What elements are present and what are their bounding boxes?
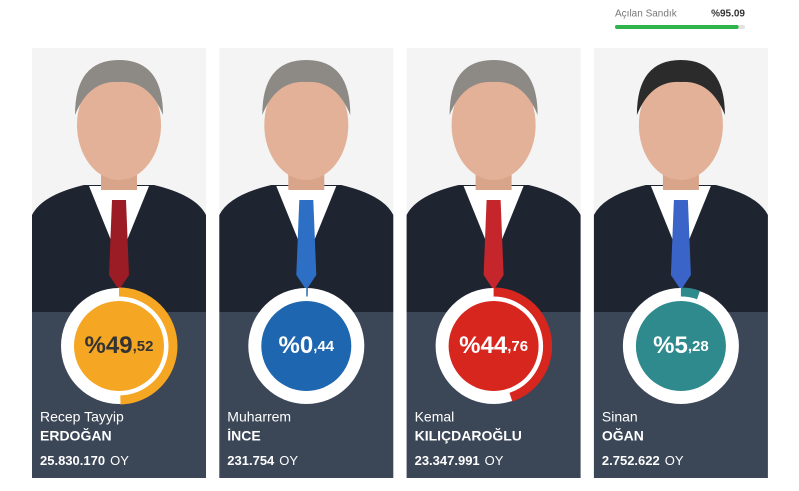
hair <box>262 60 351 115</box>
vote-count: 25.830.170 <box>40 453 105 468</box>
vote-unit: OY <box>110 453 129 468</box>
last-name: KILIÇDAROĞLU <box>415 427 522 444</box>
candidate-card: %44,76 Kemal KILIÇDAROĞLU 23.347.991 OY <box>406 48 581 478</box>
votes: 25.830.170 OY <box>40 453 129 468</box>
percent-main: %0 <box>279 332 314 359</box>
candidate-card: %0,44 Muharrem İNCE 231.754 OY <box>219 48 394 478</box>
votes: 2.752.622 OY <box>602 453 684 468</box>
hair <box>449 60 538 115</box>
ring-arc <box>435 287 553 405</box>
ring-inner <box>261 301 352 391</box>
last-name: İNCE <box>227 428 260 444</box>
hair <box>636 60 725 115</box>
first-name: Recep Tayyip <box>40 409 124 425</box>
tie <box>109 200 129 290</box>
percent-label: %5,28 <box>653 332 709 359</box>
candidate-card: %5,28 Sinan OĞAN 2.752.622 OY <box>593 48 768 478</box>
vote-unit: OY <box>665 453 684 468</box>
ring-inner <box>74 301 164 391</box>
vote-unit: OY <box>279 453 298 468</box>
votes: 23.347.991 OY <box>415 453 504 468</box>
percent-label: %0,44 <box>279 332 335 359</box>
votes: 231.754 OY <box>227 453 298 468</box>
face <box>451 70 536 180</box>
percent-label: %49,52 <box>85 332 154 359</box>
tie <box>670 200 691 290</box>
hair <box>75 60 163 115</box>
ring-arc <box>622 287 740 405</box>
face <box>77 70 161 180</box>
percent-decimal: ,28 <box>688 338 709 355</box>
last-name: OĞAN <box>602 427 644 444</box>
first-name: Muharrem <box>227 409 291 425</box>
progress-fill <box>615 25 739 29</box>
percent-main: %44 <box>459 332 508 359</box>
ring-arc <box>60 287 178 405</box>
face <box>264 70 349 180</box>
tie <box>296 200 317 290</box>
vote-count: 23.347.991 <box>415 453 480 468</box>
first-name: Sinan <box>602 409 638 425</box>
percent-label: %44,76 <box>459 332 528 359</box>
vote-unit: OY <box>485 453 504 468</box>
opened-boxes-label: Açılan Sandık <box>615 9 678 20</box>
face <box>638 70 723 180</box>
ring-arc <box>247 287 365 405</box>
ring-inner <box>635 301 726 391</box>
opened-boxes-value: %95.09 <box>711 9 745 20</box>
last-name: ERDOĞAN <box>40 427 112 444</box>
percent-main: %5 <box>653 332 688 359</box>
percent-decimal: ,76 <box>507 338 528 355</box>
candidate-card: %49,52 Recep Tayyip ERDOĞAN 25.830.170 OY <box>32 48 206 478</box>
percent-decimal: ,52 <box>133 338 154 355</box>
percent-main: %49 <box>85 332 133 359</box>
percent-decimal: ,44 <box>313 338 335 355</box>
first-name: Kemal <box>415 409 455 425</box>
vote-count: 231.754 <box>227 453 275 468</box>
ring-inner <box>448 301 539 391</box>
tie <box>483 200 504 290</box>
vote-count: 2.752.622 <box>602 453 660 468</box>
